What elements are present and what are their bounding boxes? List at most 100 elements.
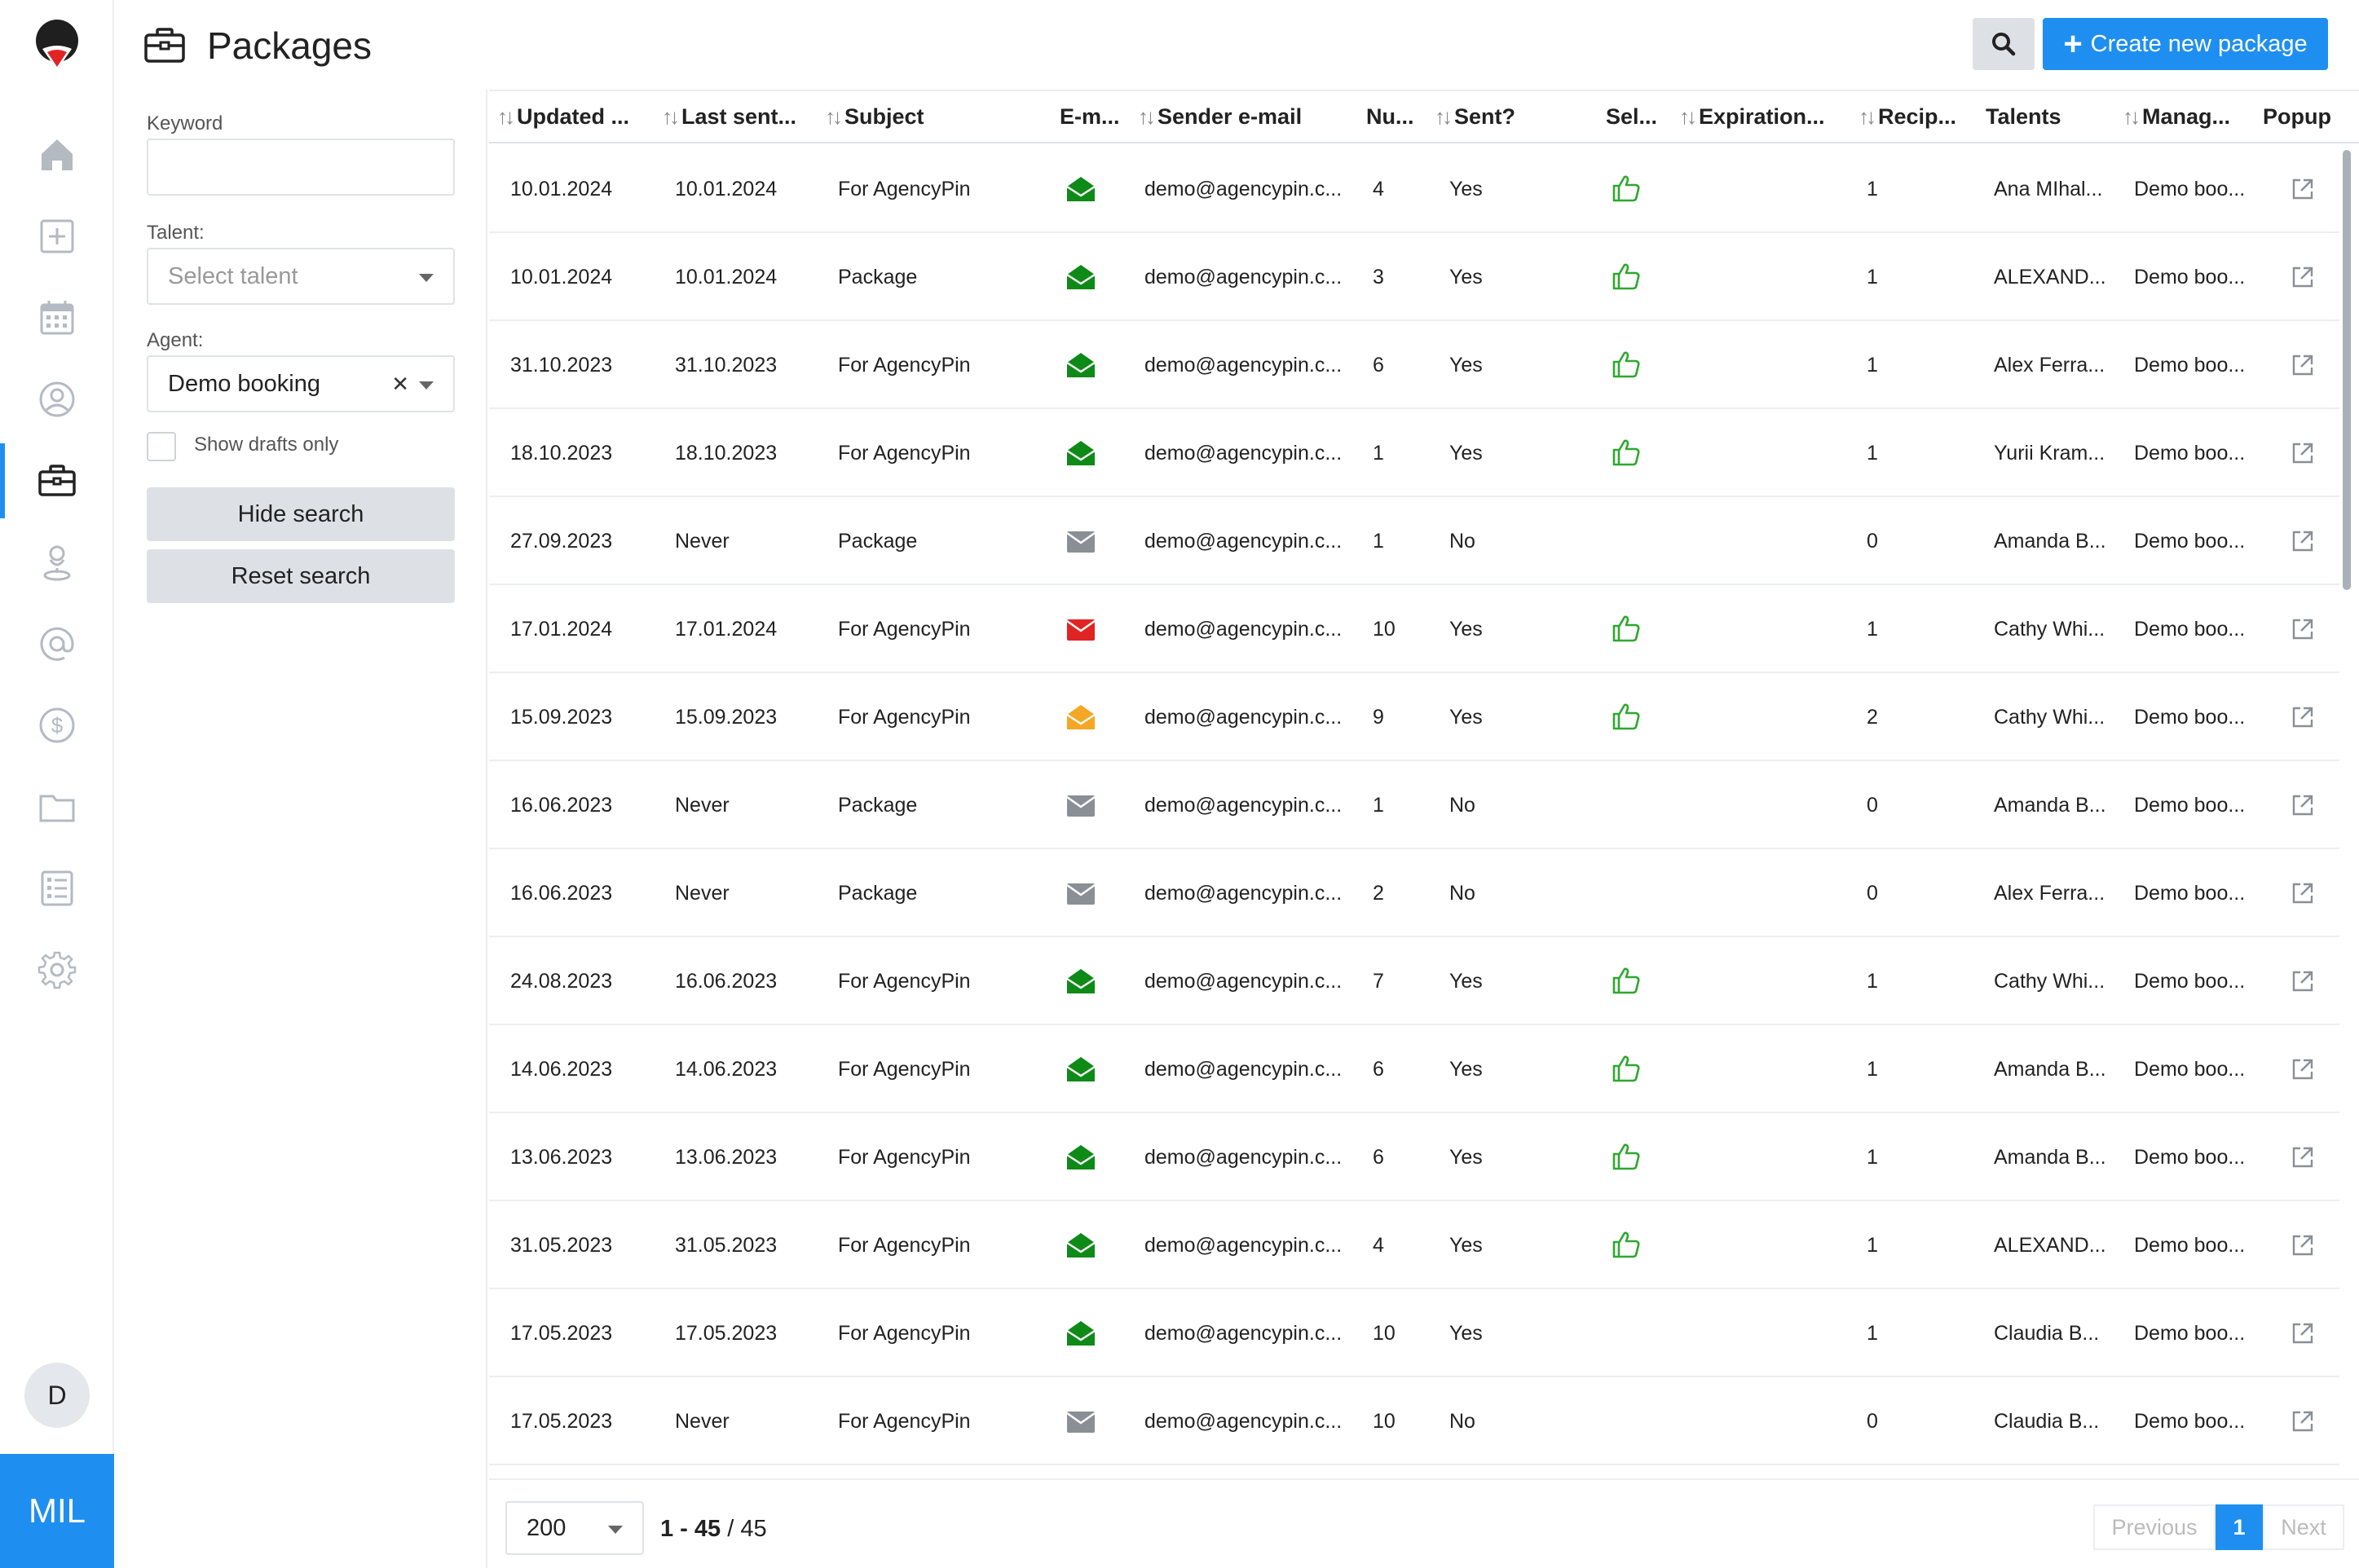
hide-search-button[interactable]: Hide search — [147, 487, 455, 541]
selected-cell — [1611, 233, 1642, 321]
avatar-initial: D — [47, 1380, 67, 1410]
column-header[interactable]: ↑↓ Sent? — [1435, 104, 1515, 130]
reset-search-button[interactable]: Reset search — [147, 549, 455, 603]
org-switcher[interactable]: MIL — [0, 1454, 114, 1568]
column-header[interactable]: Popup — [2263, 104, 2331, 130]
sidebar-item-user-circle[interactable] — [0, 359, 114, 440]
column-header[interactable]: ↑↓ Recip... — [1859, 104, 1956, 130]
packages-table: ↑↓ Updated ... ↑↓ Last sent... ↑↓ Subject E-m.… — [489, 90, 2359, 1478]
sort-icon[interactable]: ↑↓ — [2123, 104, 2141, 129]
chevron-down-icon — [419, 381, 434, 390]
table-row[interactable]: 27.09.2023 Never Package demo@agencypin.c..… — [489, 497, 2339, 585]
sidebar-item-gear[interactable] — [0, 929, 114, 1011]
popup-button[interactable] — [2289, 145, 2317, 233]
agent-select[interactable]: Demo booking ✕ — [147, 355, 455, 412]
popup-button[interactable] — [2289, 1201, 2317, 1289]
sidebar-item-calendar[interactable] — [0, 277, 114, 359]
sidebar-item-folder[interactable] — [0, 766, 114, 848]
table-row[interactable]: 16.06.2023 Never Package demo@agencypin.c..… — [489, 849, 2339, 937]
search-button[interactable] — [1973, 18, 2035, 70]
drafts-checkbox[interactable] — [147, 432, 176, 461]
popup-button[interactable] — [2289, 497, 2317, 585]
table-row[interactable]: 17.05.2023 Never For AgencyPin demo@agencyp… — [489, 1377, 2339, 1465]
page-button-current[interactable]: 1 — [2216, 1504, 2263, 1550]
popup-button[interactable] — [2289, 761, 2317, 849]
email-status-cell — [1065, 585, 1097, 673]
column-header[interactable]: ↑↓ Sender e-mail — [1138, 104, 1302, 130]
envelope-opened-icon — [1066, 1233, 1096, 1257]
table-row[interactable]: 31.05.2023 31.05.2023 For AgencyPin demo@ag… — [489, 1201, 2339, 1289]
sort-icon[interactable]: ↑↓ — [1859, 104, 1876, 129]
column-header[interactable]: Nu... — [1366, 104, 1414, 130]
envelope-opened-icon — [1066, 353, 1096, 377]
talents-cell: Cathy Whi... — [1994, 617, 2105, 641]
create-package-button[interactable]: + Create new package — [2043, 18, 2328, 70]
subject-cell: For AgencyPin — [838, 617, 971, 641]
column-header-label: Nu... — [1366, 104, 1414, 129]
sidebar-item-home[interactable] — [0, 114, 114, 196]
popup-button[interactable] — [2289, 233, 2317, 321]
sort-icon[interactable]: ↑↓ — [1435, 104, 1453, 129]
per-page-value: 200 — [527, 1514, 567, 1541]
sidebar-item-at[interactable] — [0, 603, 114, 685]
sidebar-item-checklist[interactable] — [0, 848, 114, 929]
vertical-scrollbar[interactable] — [2343, 150, 2351, 590]
table-row[interactable]: 10.01.2024 10.01.2024 Package demo@agencypi… — [489, 233, 2339, 321]
column-header[interactable]: ↑↓ Updated ... — [497, 104, 629, 130]
column-header[interactable]: E-m... — [1060, 104, 1120, 130]
drafts-checkbox-label[interactable]: Show drafts only — [194, 434, 339, 456]
popup-button[interactable] — [2289, 849, 2317, 937]
clear-icon[interactable]: ✕ — [391, 372, 409, 396]
per-page-select[interactable]: 200 — [505, 1501, 644, 1555]
column-header[interactable]: ↑↓ Expiration... — [1679, 104, 1825, 130]
next-page-button[interactable]: Next — [2263, 1504, 2344, 1550]
email-status-cell — [1065, 761, 1097, 849]
popup-button[interactable] — [2289, 1025, 2317, 1113]
popup-button[interactable] — [2289, 409, 2317, 497]
column-header[interactable]: ↑↓ Last sent... — [662, 104, 796, 130]
popup-button[interactable] — [2289, 673, 2317, 761]
popup-button[interactable] — [2289, 321, 2317, 409]
email-status-cell — [1065, 673, 1097, 761]
popup-button[interactable] — [2289, 1289, 2317, 1377]
popup-button[interactable] — [2289, 937, 2317, 1025]
keyword-input[interactable] — [147, 139, 455, 196]
table-row[interactable]: 31.10.2023 31.10.2023 For AgencyPin demo@ag… — [489, 321, 2339, 409]
previous-page-button[interactable]: Previous — [2093, 1504, 2216, 1550]
number-cell: 7 — [1373, 969, 1384, 993]
column-header[interactable]: ↑↓ Subject — [825, 104, 924, 130]
column-header[interactable]: ↑↓ Manag... — [2123, 104, 2230, 130]
table-row[interactable]: 17.01.2024 17.01.2024 For AgencyPin demo@ag… — [489, 585, 2339, 673]
table-row[interactable]: 16.06.2023 Never Package demo@agencypin.c..… — [489, 761, 2339, 849]
thumbs-up-icon — [1612, 1055, 1640, 1082]
sidebar-item-add-square[interactable] — [0, 196, 114, 277]
sort-icon[interactable]: ↑↓ — [1138, 104, 1156, 129]
sidebar-item-briefcase[interactable] — [0, 440, 114, 522]
table-row[interactable]: 15.09.2023 15.09.2023 For AgencyPin demo@ag… — [489, 673, 2339, 761]
popup-button[interactable] — [2289, 1113, 2317, 1201]
table-row[interactable]: 24.08.2023 16.06.2023 For AgencyPin demo@ag… — [489, 937, 2339, 1025]
page-title: Packages — [207, 24, 373, 67]
sort-icon[interactable]: ↑↓ — [497, 104, 515, 129]
sidebar-item-dollar[interactable]: $ — [0, 685, 114, 766]
avatar[interactable]: D — [24, 1363, 90, 1428]
table-row[interactable]: 14.06.2023 14.06.2023 For AgencyPin demo@ag… — [489, 1025, 2339, 1113]
sidebar-item-person-pin[interactable] — [0, 522, 114, 603]
manager-cell: Demo boo... — [2134, 441, 2246, 465]
table-row[interactable]: 10.01.2024 10.01.2024 For AgencyPin demo@ag… — [489, 145, 2339, 233]
sort-icon[interactable]: ↑↓ — [825, 104, 843, 129]
popup-button[interactable] — [2289, 1377, 2317, 1465]
sort-icon[interactable]: ↑↓ — [662, 104, 680, 129]
talent-select[interactable]: Select talent — [147, 248, 455, 305]
app-logo-icon[interactable] — [34, 20, 80, 73]
recipients-cell: 0 — [1867, 1409, 1878, 1433]
external-link-icon — [2292, 443, 2313, 464]
sort-icon[interactable]: ↑↓ — [1679, 104, 1697, 129]
column-header[interactable]: Talents — [1986, 104, 2061, 130]
table-row[interactable]: 18.10.2023 18.10.2023 For AgencyPin demo@ag… — [489, 409, 2339, 497]
popup-button[interactable] — [2289, 585, 2317, 673]
envelope-opened-icon — [1066, 177, 1096, 201]
table-row[interactable]: 17.05.2023 17.05.2023 For AgencyPin demo@ag… — [489, 1289, 2339, 1377]
column-header[interactable]: Sel... — [1606, 104, 1657, 130]
table-row[interactable]: 13.06.2023 13.06.2023 For AgencyPin demo@ag… — [489, 1113, 2339, 1201]
